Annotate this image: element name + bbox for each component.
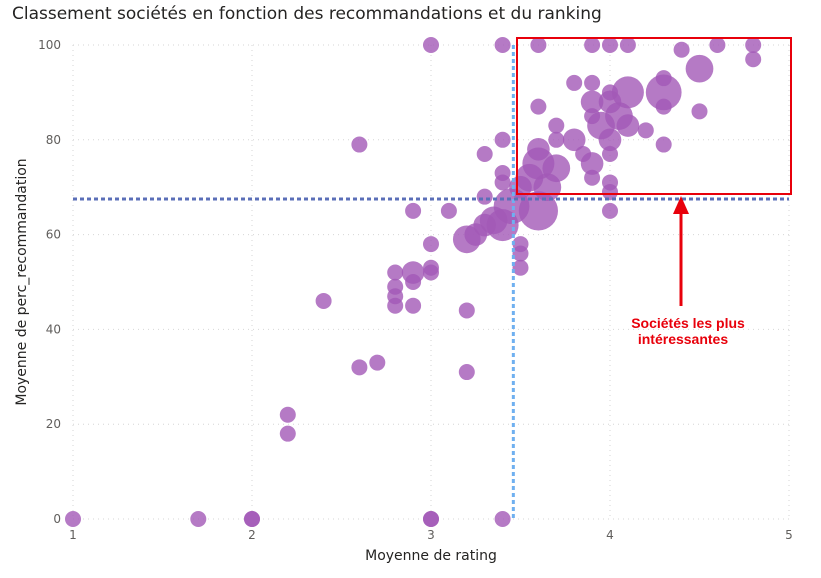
data-point xyxy=(580,152,604,175)
data-point xyxy=(616,114,640,137)
data-points xyxy=(65,37,762,527)
data-point xyxy=(691,103,708,120)
data-point xyxy=(530,98,547,115)
data-point xyxy=(542,154,571,183)
data-point xyxy=(548,131,565,148)
y-tick-label: 100 xyxy=(38,38,61,52)
data-point xyxy=(602,183,618,200)
data-point xyxy=(602,37,618,53)
data-point xyxy=(65,511,81,527)
data-point xyxy=(351,136,368,153)
data-point xyxy=(423,236,439,253)
data-point xyxy=(562,128,586,152)
annotation-line-2: intéressantes xyxy=(638,331,728,347)
y-tick-label: 60 xyxy=(46,228,61,242)
data-point xyxy=(387,264,404,281)
y-axis-ticks: 0 20 40 60 80 100 xyxy=(38,38,61,526)
y-tick-label: 80 xyxy=(46,133,61,147)
x-tick-label: 3 xyxy=(427,528,435,542)
data-point xyxy=(279,425,296,442)
data-point xyxy=(602,202,618,219)
x-tick-label: 4 xyxy=(606,528,614,542)
data-point xyxy=(351,359,368,376)
data-point xyxy=(518,191,558,231)
data-point xyxy=(476,188,493,205)
data-point xyxy=(602,146,618,163)
data-point xyxy=(405,202,422,219)
data-point xyxy=(745,51,762,68)
data-point xyxy=(527,137,550,161)
data-point xyxy=(745,37,762,53)
data-point xyxy=(530,37,547,53)
data-point xyxy=(244,511,260,527)
data-point xyxy=(190,511,207,527)
data-point xyxy=(619,37,636,53)
data-point xyxy=(709,37,726,53)
data-point xyxy=(512,259,529,276)
x-tick-label: 5 xyxy=(785,528,793,542)
data-point xyxy=(494,164,511,181)
data-point xyxy=(611,76,644,109)
data-point xyxy=(548,117,565,134)
data-point xyxy=(584,37,601,53)
data-point xyxy=(655,136,672,153)
data-point xyxy=(598,128,622,152)
data-point xyxy=(423,37,439,53)
data-point xyxy=(494,511,511,527)
highlight-box xyxy=(516,37,792,195)
annotation-arrowhead xyxy=(673,196,689,214)
data-point xyxy=(494,131,511,148)
data-point xyxy=(423,511,439,527)
data-point xyxy=(566,74,583,91)
data-point xyxy=(512,236,529,253)
data-point xyxy=(645,74,682,111)
y-tick-label: 20 xyxy=(46,417,61,431)
data-point xyxy=(440,202,457,219)
x-tick-label: 1 xyxy=(69,528,77,542)
grid-lines xyxy=(72,44,790,520)
x-axis-title: Moyenne de rating xyxy=(365,548,497,564)
y-tick-label: 0 xyxy=(53,512,61,526)
data-point xyxy=(387,278,404,295)
data-point xyxy=(584,74,601,91)
chart-title: Classement sociétés en fonction des reco… xyxy=(12,4,602,24)
data-point xyxy=(486,209,519,242)
y-axis-title: Moyenne de perc_recommandation xyxy=(14,158,30,405)
data-point xyxy=(315,292,332,309)
data-point xyxy=(405,297,422,314)
data-point xyxy=(458,364,475,381)
data-point xyxy=(369,354,386,371)
y-tick-label: 40 xyxy=(46,322,61,336)
annotation-line-1: Sociétés les plus xyxy=(631,315,745,331)
data-point xyxy=(494,37,511,53)
data-point xyxy=(476,146,493,163)
data-point xyxy=(401,261,425,284)
data-point xyxy=(673,41,690,58)
data-point xyxy=(580,90,604,114)
data-point xyxy=(637,122,654,139)
data-point xyxy=(423,259,439,276)
x-axis-ticks: 1 2 3 4 5 xyxy=(69,528,793,542)
data-point xyxy=(458,302,475,319)
data-point xyxy=(279,406,296,423)
x-tick-label: 2 xyxy=(248,528,256,542)
data-point xyxy=(685,54,714,83)
